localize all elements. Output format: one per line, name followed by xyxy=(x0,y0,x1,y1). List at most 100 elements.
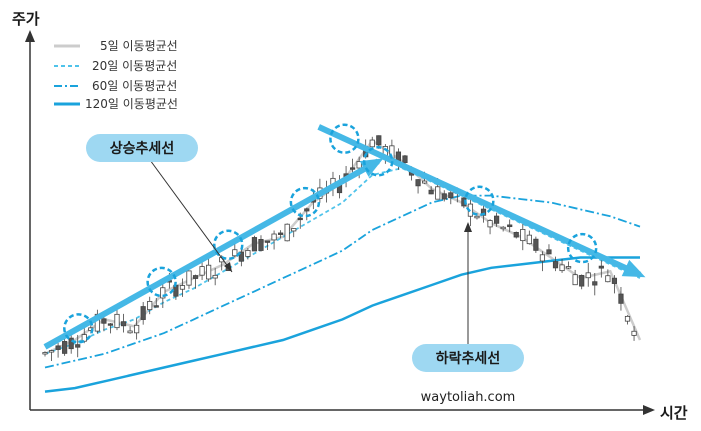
candle-body xyxy=(552,261,559,269)
candlestick xyxy=(448,190,454,205)
candlestick xyxy=(140,302,146,325)
candlestick xyxy=(520,221,526,251)
x-axis-arrow xyxy=(643,405,655,415)
candle-body xyxy=(474,215,480,219)
candle-body xyxy=(75,344,81,348)
candlestick xyxy=(566,261,572,270)
candle-body xyxy=(42,352,48,355)
candle-body xyxy=(422,180,428,184)
candle-body xyxy=(304,208,310,212)
candlestick xyxy=(507,219,513,233)
downtrend-label-box xyxy=(412,344,524,372)
downtrend-callout: 하락추세선 xyxy=(412,222,524,372)
uptrend-label: 상승추세선 xyxy=(110,141,174,157)
candle-body xyxy=(206,264,212,280)
candlestick xyxy=(68,332,74,354)
candlestick xyxy=(212,268,218,286)
candle-body xyxy=(232,249,238,257)
downtrend-label: 하락추세선 xyxy=(436,350,500,367)
touch-point-marker xyxy=(146,266,177,298)
candlestick xyxy=(494,212,500,227)
uptrend-pointer xyxy=(149,159,233,273)
x-axis-label: 시간 xyxy=(660,404,688,422)
candlestick xyxy=(624,315,631,325)
candle-body xyxy=(605,275,611,283)
watermark: waytoliah.com xyxy=(421,390,516,405)
touch-point-marker xyxy=(329,123,360,154)
candlestick xyxy=(539,251,546,272)
candle-body xyxy=(134,324,140,334)
candlestick xyxy=(206,255,212,282)
candle-body xyxy=(153,305,159,308)
candle-body xyxy=(487,220,493,228)
legend-label-ma20: 20일 이동평균선 xyxy=(92,59,177,73)
candle-body xyxy=(572,274,578,286)
candlestick xyxy=(278,230,284,239)
candlestick xyxy=(114,309,120,331)
candlestick xyxy=(107,322,114,334)
candlestick xyxy=(598,260,604,278)
candle-body xyxy=(278,232,284,235)
candlestick xyxy=(245,248,251,260)
candle-body xyxy=(415,179,421,187)
candle-body xyxy=(428,189,434,195)
candle-body xyxy=(618,293,624,304)
candle-body xyxy=(245,250,251,257)
candle-body xyxy=(448,192,454,199)
candlestick xyxy=(572,269,578,286)
candlestick xyxy=(618,286,624,311)
touch-point-marker xyxy=(464,185,495,217)
legend: 5일 이동평균선 20일 이동평균선 60일 이동평균선 120일 이동평균선 xyxy=(54,39,178,111)
touch-point-layer xyxy=(63,123,598,344)
candlestick xyxy=(291,228,297,238)
touch-point-marker xyxy=(362,146,394,177)
candle-body xyxy=(264,240,271,243)
candlestick xyxy=(153,298,159,308)
candlestick xyxy=(55,342,61,358)
candle-body xyxy=(120,321,127,327)
candle-body xyxy=(356,161,362,169)
candlestick xyxy=(271,230,277,250)
candle-body xyxy=(238,251,244,262)
candle-body xyxy=(350,167,356,170)
candlestick xyxy=(199,260,205,281)
legend-label-ma5: 5일 이동평균선 xyxy=(100,39,178,53)
candle-body xyxy=(494,215,500,224)
uptrend-line xyxy=(43,158,380,350)
series-line-1 xyxy=(44,138,642,355)
y-axis-arrow xyxy=(25,30,35,42)
candle-body xyxy=(402,155,408,163)
candle-body xyxy=(297,217,303,221)
candle-body xyxy=(611,277,618,284)
touch-point-marker xyxy=(213,229,244,261)
candle-body xyxy=(186,270,192,286)
candlestick xyxy=(238,249,244,267)
candle-body xyxy=(513,232,519,238)
candlestick xyxy=(592,273,598,296)
candlestick xyxy=(605,269,611,283)
legend-label-ma120: 120일 이동평균선 xyxy=(85,97,178,111)
candlestick xyxy=(304,207,310,221)
touch-point-marker xyxy=(566,232,598,264)
downtrend-line xyxy=(317,124,642,278)
touch-point-marker xyxy=(289,186,321,218)
candle-body xyxy=(291,228,297,232)
candle-body xyxy=(140,306,146,320)
candle-body xyxy=(114,313,120,329)
candlestick xyxy=(75,334,81,358)
candle-body xyxy=(107,323,114,326)
candle-body xyxy=(566,266,572,269)
candle-body xyxy=(160,287,166,299)
candle-body xyxy=(147,300,153,311)
candle-body xyxy=(376,135,382,146)
downtrend-pointer-head xyxy=(464,222,472,232)
candle-body xyxy=(127,330,133,334)
candlestick xyxy=(62,336,68,356)
candle-body xyxy=(624,315,631,322)
candle-body xyxy=(251,237,258,252)
candlestick xyxy=(264,240,271,251)
uptrend-arrowhead xyxy=(359,158,384,177)
candle-body xyxy=(81,334,87,342)
candlestick xyxy=(402,154,408,165)
